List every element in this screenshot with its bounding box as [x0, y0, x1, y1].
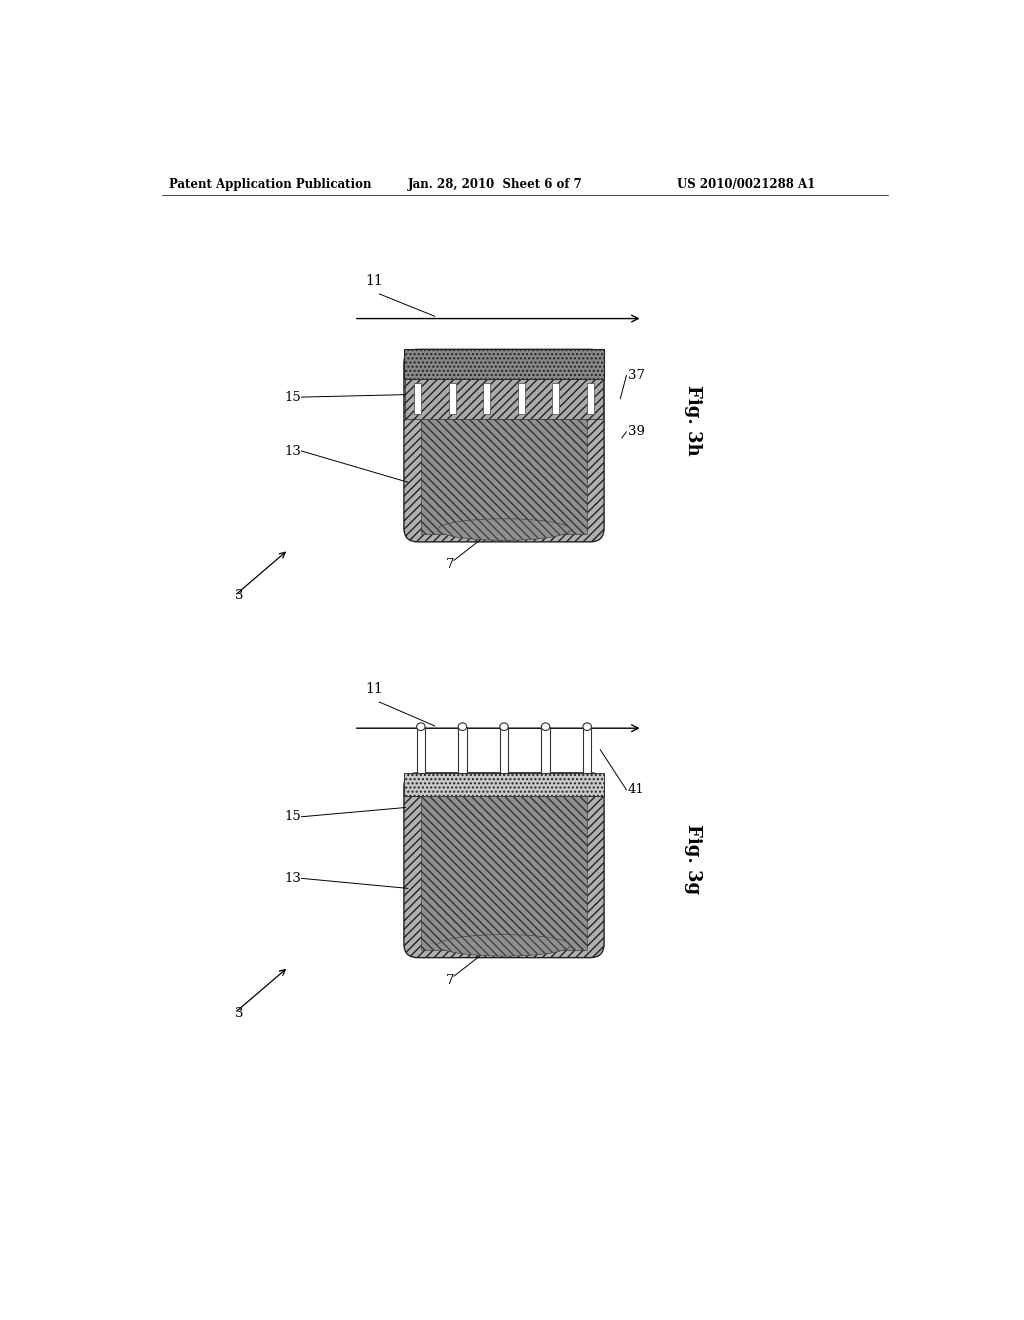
Bar: [406, 379, 602, 418]
Bar: [517, 383, 525, 414]
Bar: [587, 383, 594, 414]
Bar: [421, 418, 587, 535]
Text: 11: 11: [366, 273, 383, 288]
Text: 3: 3: [234, 1007, 243, 1019]
Bar: [403, 350, 604, 379]
Text: 41: 41: [628, 783, 645, 796]
Text: 7: 7: [446, 558, 455, 572]
Bar: [458, 727, 467, 774]
FancyBboxPatch shape: [403, 774, 604, 958]
Text: Fig. 3h: Fig. 3h: [684, 385, 701, 455]
Text: 15: 15: [285, 391, 301, 404]
Ellipse shape: [458, 723, 467, 730]
Ellipse shape: [542, 723, 550, 730]
FancyBboxPatch shape: [403, 350, 604, 543]
Ellipse shape: [437, 935, 570, 956]
Bar: [500, 727, 508, 774]
Ellipse shape: [583, 723, 592, 730]
Text: 11: 11: [366, 682, 383, 696]
Bar: [414, 383, 422, 414]
Bar: [552, 383, 559, 414]
Bar: [421, 796, 587, 950]
Ellipse shape: [500, 723, 508, 730]
Text: Patent Application Publication: Patent Application Publication: [169, 178, 372, 190]
Bar: [542, 727, 550, 774]
Text: 13: 13: [285, 871, 301, 884]
Text: 7: 7: [446, 974, 455, 987]
Bar: [583, 727, 592, 774]
Text: 13: 13: [285, 445, 301, 458]
Ellipse shape: [417, 723, 425, 730]
Bar: [483, 383, 490, 414]
Text: Jan. 28, 2010  Sheet 6 of 7: Jan. 28, 2010 Sheet 6 of 7: [408, 178, 583, 190]
Text: 3: 3: [234, 589, 243, 602]
Ellipse shape: [437, 519, 570, 540]
Text: 39: 39: [628, 425, 645, 438]
Bar: [403, 774, 604, 796]
Text: 37: 37: [628, 370, 645, 381]
Text: US 2010/0021288 A1: US 2010/0021288 A1: [677, 178, 815, 190]
Bar: [449, 383, 456, 414]
Text: 15: 15: [285, 810, 301, 824]
Bar: [417, 727, 425, 774]
Text: Fig. 3g: Fig. 3g: [684, 824, 701, 894]
